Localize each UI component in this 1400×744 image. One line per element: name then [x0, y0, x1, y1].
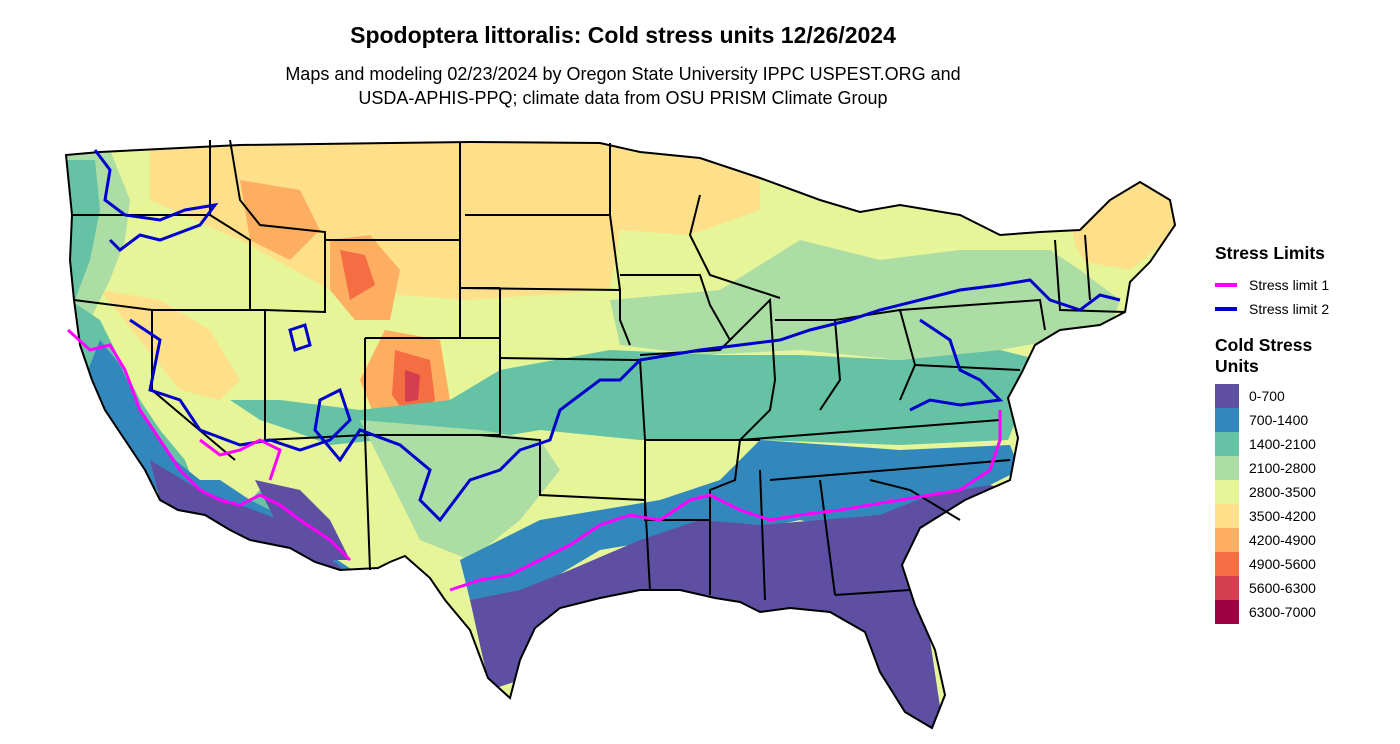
legend-label: 3500-4200: [1249, 508, 1316, 524]
us-outline: [64, 140, 1177, 730]
subtitle-line-1: Maps and modeling 02/23/2024 by Oregon S…: [285, 64, 961, 84]
legend-label: 4900-5600: [1249, 556, 1316, 572]
border-mn-dakotas: [609, 143, 621, 291]
limit-2-pnw: [93, 149, 219, 252]
border-wy: [264, 239, 461, 339]
border-ar-la: [644, 440, 710, 521]
state-boundaries: [64, 139, 1177, 730]
stress-unit-raster: [66, 142, 1175, 728]
cold-stress-legend-items: 0-700 700-1400 1400-2100 2100-2800 2800-3500…: [1215, 384, 1316, 624]
border-ga-sc: [869, 479, 961, 521]
legend-swatch: [1215, 552, 1239, 576]
stress-limit-2-contours: [93, 149, 1121, 523]
legend-swatch: [1215, 384, 1239, 408]
map-subtitle: Maps and modeling 02/23/2024 by Oregon S…: [0, 62, 1246, 110]
zone-700-1400-south: [460, 440, 1020, 600]
legend-item-cold-stress: 6300-7000: [1215, 600, 1316, 624]
zone-0-700-socal: [150, 460, 350, 575]
border-id-mt: [229, 139, 326, 240]
limit-1-south: [449, 410, 1002, 592]
legend-swatch: [1215, 456, 1239, 480]
legend-label: 0-700: [1249, 388, 1285, 404]
stress-limit-1-swatch: [1215, 283, 1237, 287]
legend-label: 6300-7000: [1249, 604, 1316, 620]
limit-2-main: [129, 278, 1121, 523]
zone-3500-4200-basin: [100, 290, 240, 400]
cold-stress-units-legend: Cold Stress Units 0-700 700-1400 1400-2100…: [1215, 335, 1316, 624]
zone-5600-6300-colorado: [405, 370, 420, 402]
limit-1-desert: [199, 438, 282, 481]
border-sd-ne: [459, 287, 631, 346]
legend-swatch: [1215, 528, 1239, 552]
legend-swatch: [1215, 504, 1239, 528]
stress-limits-legend-title: Stress Limits: [1215, 243, 1325, 263]
border-tn-ms-al-ga: [769, 459, 1011, 481]
border-ok-tx: [479, 434, 651, 591]
legend-item-cold-stress: 2100-2800: [1215, 456, 1316, 480]
zone-3500-4200-north: [150, 142, 760, 300]
legend-item-cold-stress: 3500-4200: [1215, 504, 1316, 528]
border-pa-md: [914, 364, 1021, 371]
legend-swatch: [1215, 576, 1239, 600]
legend-item-stress-limit-2: Stress limit 2: [1215, 297, 1329, 321]
legend-item-cold-stress: 1400-2100: [1215, 432, 1316, 456]
map-title: Spodoptera littoralis: Cold stress units…: [350, 22, 896, 48]
legend-item-cold-stress: 0-700: [1215, 384, 1316, 408]
legend-item-cold-stress: 5600-6300: [1215, 576, 1316, 600]
border-ia-mo: [620, 274, 732, 356]
legend-label: 4200-4900: [1249, 532, 1316, 548]
legend-label: Stress limit 2: [1249, 301, 1330, 317]
limit-2-appalachia: [909, 318, 1004, 412]
legend-label: 700-1400: [1249, 412, 1309, 428]
border-il-mo-ar: [709, 297, 777, 595]
legend-label: 1400-2100: [1249, 436, 1316, 452]
border-ms-al: [759, 469, 766, 601]
legend-swatch: [1215, 432, 1239, 456]
border-vt-nh: [1084, 234, 1091, 301]
stress-limit-2-swatch: [1215, 307, 1237, 311]
legend-item-stress-limit-1: Stress limit 1: [1215, 273, 1329, 297]
zone-4900-5600-wyoming: [340, 250, 375, 300]
legend-item-cold-stress: 2800-3500: [1215, 480, 1316, 504]
legend-swatch: [1215, 600, 1239, 624]
cold-stress-legend-title-2: Units: [1215, 356, 1259, 376]
cold-stress-legend-title-1: Cold Stress: [1215, 335, 1313, 355]
stress-limits-legend: Stress Limits Stress limit 1 Stress limi…: [1215, 243, 1329, 321]
border-tn-ky: [739, 419, 1001, 441]
legend-item-cold-stress: 700-1400: [1215, 408, 1316, 432]
legend-label: Stress limit 1: [1249, 277, 1330, 293]
border-pa-ny: [899, 298, 1046, 331]
border-ny-ne: [1054, 239, 1126, 313]
limit-1-california: [66, 328, 352, 562]
border-wi-mn: [688, 194, 781, 299]
border-ut-az-nm: [264, 433, 371, 571]
legend-item-cold-stress: 4900-5600: [1215, 552, 1316, 576]
border-in: [775, 319, 842, 411]
legend-swatch: [1215, 408, 1239, 432]
border-co: [364, 338, 501, 436]
border-ks-ok: [499, 357, 760, 441]
legend-label: 2100-2800: [1249, 460, 1316, 476]
subtitle-line-2: USDA-APHIS-PPQ; climate data from OSU PR…: [358, 88, 888, 108]
border-al-ga: [819, 479, 836, 596]
us-cold-stress-map: [64, 139, 1177, 730]
zone-2100-2800-northeast: [610, 240, 1120, 360]
legend-swatch: [1215, 480, 1239, 504]
legend-item-cold-stress: 4200-4900: [1215, 528, 1316, 552]
stress-limit-1-contours: [66, 328, 1002, 592]
limit-2-loop-ut: [288, 323, 312, 352]
legend-label: 5600-6300: [1249, 580, 1316, 596]
zone-4200-4900-idaho: [240, 180, 320, 260]
legend-label: 2800-3500: [1249, 484, 1316, 500]
border-fl-ga: [834, 589, 911, 596]
